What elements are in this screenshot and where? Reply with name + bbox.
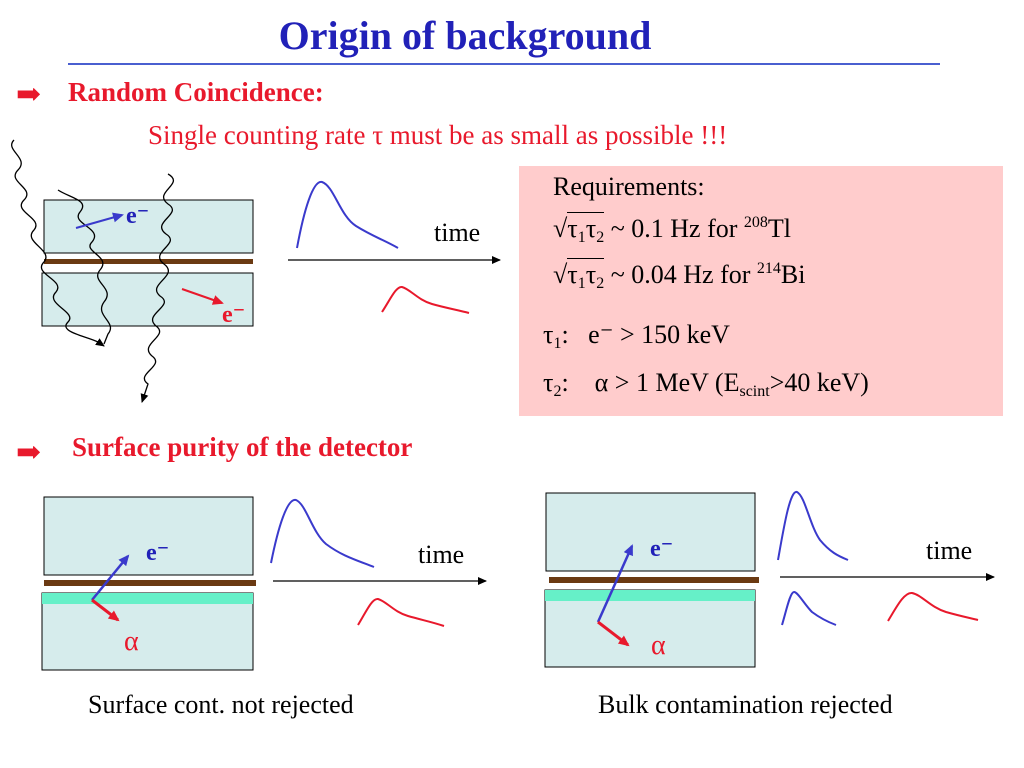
scintillator-bottom-left [41, 592, 254, 671]
electron-arrow-right [596, 544, 634, 623]
detector-bulk-contamination [544, 492, 759, 668]
alpha-label-left: α [124, 626, 139, 657]
pulse-blue-4 [781, 590, 837, 626]
alpha-arrow-left [91, 598, 120, 622]
scintillator-bottom-right [544, 589, 756, 668]
requirement-bi214: √τ1τ2 ~ 0.04 Hz for 214Bi [553, 258, 806, 292]
pulse-blue-2 [270, 499, 375, 568]
pulses-bulk-contamination [777, 491, 995, 626]
electron-label-right: e⁻ [650, 536, 674, 562]
caption-bulk-contamination: Bulk contamination rejected [598, 690, 893, 719]
detector-random-coincidence [11, 139, 254, 403]
tau2-condition: τ2: α > 1 MeV (Escint>40 keV) [543, 368, 869, 400]
surface-layer-left [42, 593, 253, 604]
time-label-3: time [926, 536, 973, 565]
time-label-1: time [434, 218, 481, 247]
single-rate-statement: Single counting rate τ must be as small … [148, 120, 728, 150]
pulses-surface-contamination [270, 499, 487, 627]
alpha-arrow-right [597, 620, 630, 647]
section-heading-random-coincidence: Random Coincidence: [68, 77, 324, 107]
bullet-arrow-icon: ➡ [16, 436, 42, 469]
scintillator-top-right [545, 492, 756, 572]
alpha-label-right: α [651, 630, 666, 661]
electron-arrow-left [91, 554, 130, 601]
electron-label-top: e⁻ [126, 203, 150, 229]
electron-arrow-bottom [181, 288, 224, 305]
caption-surface-contamination: Surface cont. not rejected [88, 690, 354, 719]
source-foil-left [44, 580, 256, 586]
title-divider [68, 63, 940, 65]
pulse-blue-3 [777, 491, 849, 561]
sqrt-icon: √ [553, 260, 568, 289]
source-foil [44, 259, 253, 264]
requirements-box: Requirements: √τ1τ2 ~ 0.1 Hz for 208Tl √… [519, 166, 1003, 416]
pulse-blue-1 [296, 181, 399, 249]
electron-arrow-top [75, 212, 124, 229]
requirement-tl208: √τ1τ2 ~ 0.1 Hz for 208Tl [553, 212, 791, 246]
bullet-arrow-icon: ➡ [16, 78, 42, 111]
requirements-heading: Requirements: [553, 172, 705, 201]
surface-layer-right [545, 590, 755, 601]
sqrt-argument: τ1τ2 [567, 258, 605, 292]
gamma-track-left [11, 139, 105, 347]
pulses-random-coincidence [288, 181, 501, 314]
time-label-2: time [418, 540, 465, 569]
pulse-red-3 [887, 592, 979, 622]
detector-surface-contamination [41, 496, 256, 671]
source-foil-right [549, 577, 759, 583]
gamma-track-middle [57, 189, 111, 345]
electron-label-left: e⁻ [146, 540, 170, 566]
sqrt-icon: √ [553, 214, 568, 243]
section-heading-surface-purity: Surface purity of the detector [72, 432, 413, 462]
pulse-red-1 [381, 286, 470, 314]
sqrt-argument: τ1τ2 [567, 212, 605, 246]
electron-label-bottom: e⁻ [222, 302, 246, 328]
gamma-track-right [140, 173, 175, 403]
tau1-condition: τ1: e⁻ > 150 keV [543, 320, 730, 352]
slide-title: Origin of background [278, 13, 652, 58]
pulse-red-2 [357, 598, 445, 627]
scintillator-top-left [43, 496, 254, 576]
